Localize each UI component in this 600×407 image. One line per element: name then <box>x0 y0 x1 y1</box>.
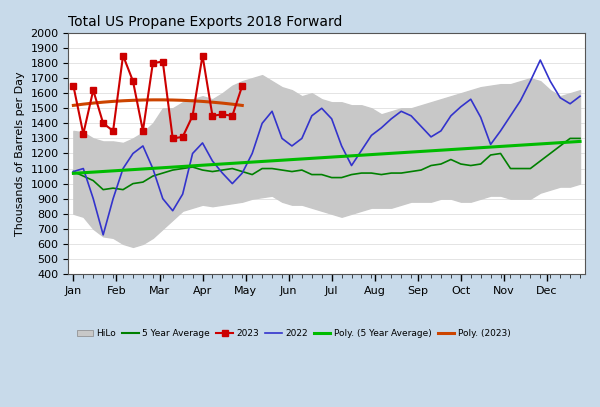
2023 <box>70 83 77 88</box>
Poly. (5 Year Average) <box>308 156 316 161</box>
2022 <box>388 116 395 121</box>
2022 <box>407 114 415 118</box>
2023 <box>80 131 87 136</box>
2023 <box>169 136 176 141</box>
2023 <box>189 114 196 118</box>
2023 <box>179 134 186 139</box>
Poly. (2023) <box>139 98 146 103</box>
5 Year Average <box>119 187 127 192</box>
Poly. (2023) <box>130 98 137 103</box>
Poly. (5 Year Average) <box>577 139 584 144</box>
5 Year Average <box>100 187 107 192</box>
2022 <box>259 121 266 126</box>
2023 <box>119 53 127 58</box>
Line: Poly. (5 Year Average): Poly. (5 Year Average) <box>73 141 580 173</box>
5 Year Average <box>566 136 574 141</box>
2023 <box>219 112 226 117</box>
2022 <box>119 166 127 171</box>
5 Year Average <box>407 169 415 174</box>
Poly. (2023) <box>110 99 117 104</box>
2022 <box>70 169 77 174</box>
2022 <box>577 94 584 98</box>
Poly. (5 Year Average) <box>110 168 117 173</box>
Poly. (2023) <box>149 97 157 102</box>
Poly. (5 Year Average) <box>398 150 405 155</box>
5 Year Average <box>348 172 355 177</box>
2023 <box>89 88 97 93</box>
Poly. (2023) <box>199 99 206 104</box>
Legend: HiLo, 5 Year Average, 2023, 2022, Poly. (5 Year Average), Poly. (2023): HiLo, 5 Year Average, 2023, 2022, Poly. … <box>73 326 514 342</box>
Poly. (2023) <box>119 98 127 103</box>
2023 <box>100 121 107 126</box>
Poly. (2023) <box>70 103 77 108</box>
5 Year Average <box>259 166 266 171</box>
2023 <box>139 129 146 133</box>
Line: 2022: 2022 <box>73 60 580 235</box>
2022 <box>348 163 355 168</box>
2023 <box>239 83 246 88</box>
2022 <box>318 106 325 111</box>
Poly. (2023) <box>229 102 236 107</box>
Poly. (5 Year Average) <box>378 151 385 156</box>
Y-axis label: Thousands of Barrels per Day: Thousands of Barrels per Day <box>15 71 25 236</box>
Poly. (2023) <box>80 102 87 107</box>
Poly. (2023) <box>169 98 176 103</box>
5 Year Average <box>388 171 395 175</box>
2023 <box>149 61 157 66</box>
Line: Poly. (2023): Poly. (2023) <box>73 100 242 105</box>
2023 <box>110 129 117 133</box>
Poly. (2023) <box>209 100 216 105</box>
Line: 2023: 2023 <box>71 53 245 141</box>
Text: Total US Propane Exports 2018 Forward: Total US Propane Exports 2018 Forward <box>68 15 343 29</box>
Poly. (2023) <box>179 98 186 103</box>
Poly. (2023) <box>219 101 226 105</box>
2023 <box>130 79 137 83</box>
Poly. (5 Year Average) <box>248 160 256 164</box>
2023 <box>209 114 216 118</box>
Poly. (2023) <box>189 98 196 103</box>
2023 <box>159 59 166 64</box>
5 Year Average <box>318 172 325 177</box>
Poly. (5 Year Average) <box>70 171 77 176</box>
2023 <box>229 114 236 118</box>
5 Year Average <box>70 169 77 174</box>
Poly. (5 Year Average) <box>536 142 544 147</box>
Poly. (2023) <box>159 97 166 102</box>
Poly. (2023) <box>89 101 97 105</box>
2023 <box>199 53 206 58</box>
2022 <box>100 232 107 237</box>
Poly. (2023) <box>239 103 246 108</box>
5 Year Average <box>577 136 584 141</box>
Line: 5 Year Average: 5 Year Average <box>73 138 580 190</box>
Poly. (2023) <box>100 100 107 105</box>
2022 <box>536 58 544 63</box>
